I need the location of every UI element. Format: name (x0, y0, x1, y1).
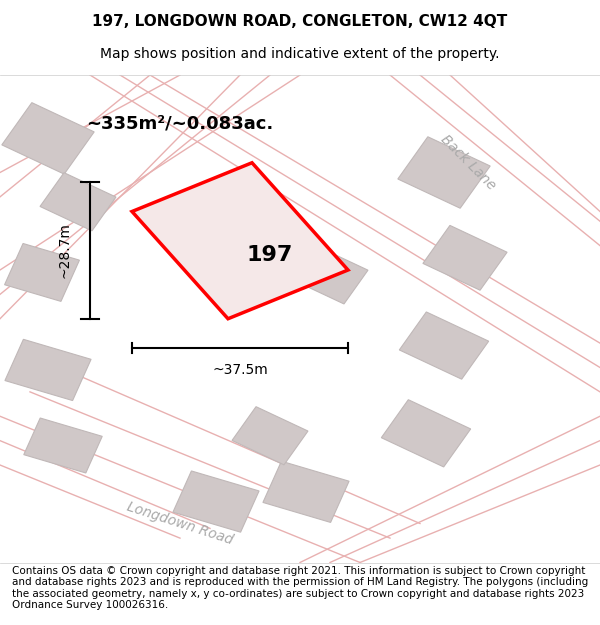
Polygon shape (232, 407, 308, 465)
Text: Back Lane: Back Lane (438, 132, 498, 193)
Polygon shape (5, 339, 91, 401)
Text: 197: 197 (247, 246, 293, 266)
Polygon shape (382, 400, 470, 467)
Polygon shape (263, 461, 349, 522)
Text: ~28.7m: ~28.7m (58, 222, 72, 279)
Polygon shape (5, 244, 79, 301)
Polygon shape (40, 173, 116, 231)
Text: Contains OS data © Crown copyright and database right 2021. This information is : Contains OS data © Crown copyright and d… (12, 566, 588, 611)
Polygon shape (400, 312, 488, 379)
Text: 197, LONGDOWN ROAD, CONGLETON, CW12 4QT: 197, LONGDOWN ROAD, CONGLETON, CW12 4QT (92, 14, 508, 29)
Polygon shape (423, 226, 507, 290)
Polygon shape (398, 137, 490, 208)
Text: ~335m²/~0.083ac.: ~335m²/~0.083ac. (86, 115, 274, 132)
Text: Longdown Road: Longdown Road (125, 500, 235, 548)
Text: ~37.5m: ~37.5m (212, 362, 268, 377)
Polygon shape (173, 471, 259, 532)
Polygon shape (2, 102, 94, 174)
Polygon shape (24, 418, 102, 473)
Polygon shape (292, 246, 368, 304)
Text: Map shows position and indicative extent of the property.: Map shows position and indicative extent… (100, 47, 500, 61)
Polygon shape (132, 162, 348, 319)
